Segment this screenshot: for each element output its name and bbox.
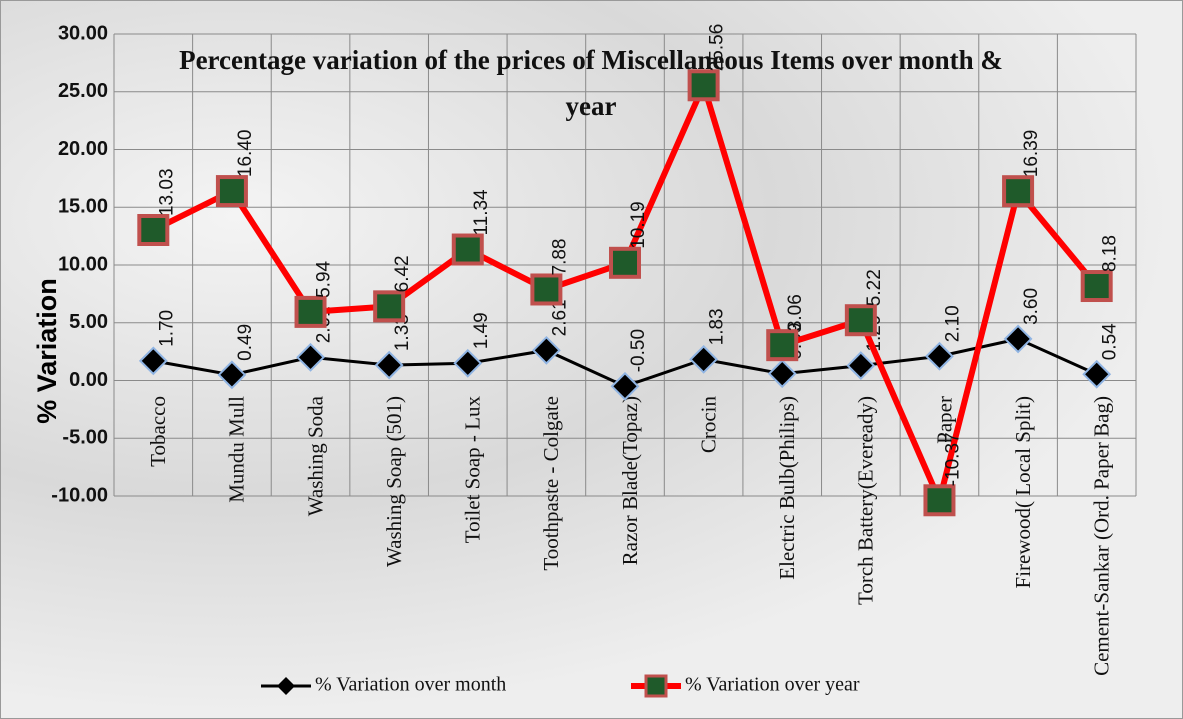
x-tick-label: Tobacco [146, 396, 170, 467]
data-point [766, 329, 799, 362]
x-tick-label: Paper [932, 396, 956, 444]
data-point [217, 360, 247, 390]
data-label: 1.83 [707, 308, 728, 345]
x-tick-label: Torch Battery(Eveready) [854, 396, 878, 605]
data-label: -10.37 [942, 432, 963, 486]
data-label: 16.40 [235, 130, 256, 178]
data-label: 6.42 [392, 255, 413, 292]
legend-label: % Variation over year [685, 674, 860, 696]
data-point [687, 69, 720, 102]
data-label: 16.39 [1021, 130, 1042, 178]
x-tick-label: Washing Soda [303, 395, 327, 516]
data-point [689, 344, 719, 374]
data-point [215, 175, 248, 208]
data-point [451, 233, 484, 266]
x-tick-label: Toilet Soap - Lux [461, 396, 485, 544]
data-label: -0.50 [628, 329, 649, 372]
y-tick-label: 25.00 [58, 80, 108, 102]
data-label: 8.18 [1100, 235, 1121, 272]
data-label: 1.33 [392, 314, 413, 351]
x-tick-label: Mundu Mull [225, 396, 249, 503]
y-tick-label: 30.00 [58, 22, 108, 44]
x-tick-label: Firewood( Local Split) [1011, 396, 1035, 588]
data-label: 1.49 [471, 312, 492, 349]
data-point [453, 348, 483, 378]
data-point [294, 295, 327, 328]
chart-title: Percentage variation of the prices of Mi… [179, 45, 1003, 121]
data-point [925, 341, 954, 371]
data-point [844, 304, 877, 337]
data-point [609, 246, 641, 279]
data-point [531, 335, 561, 365]
data-label: 3.06 [785, 294, 806, 331]
data-point [530, 273, 563, 306]
y-tick-label: 20.00 [58, 138, 108, 160]
data-point [1003, 324, 1033, 354]
y-tick-label: 0.00 [69, 369, 108, 391]
y-tick-label: -5.00 [62, 427, 108, 449]
data-label: 11.34 [471, 189, 492, 236]
data-label: 2.10 [942, 305, 963, 342]
x-tick-label: Washing Soap (501) [382, 396, 406, 567]
legend-marker [644, 674, 668, 698]
data-point [1002, 175, 1035, 208]
data-label: 0.49 [235, 324, 256, 361]
data-point [373, 290, 406, 323]
data-label: 2.61 [549, 299, 570, 336]
x-tick-label: Crocin [696, 396, 720, 454]
data-label: 25.56 [707, 24, 728, 72]
data-point [1080, 270, 1113, 303]
data-label: 5.22 [864, 269, 885, 306]
data-point [767, 359, 797, 389]
data-label: 13.03 [156, 168, 177, 216]
x-tick-label: Electric Bulb(Philips) [775, 396, 799, 580]
data-point [296, 342, 325, 372]
data-label: 7.88 [549, 239, 570, 276]
data-label: 1.70 [156, 310, 177, 347]
y-axis-label: % Variation [32, 278, 62, 424]
y-tick-label: -10.00 [51, 484, 108, 506]
x-tick-label: Razor Blade(Topaz) [618, 396, 642, 565]
data-point [846, 351, 876, 381]
data-point [610, 371, 640, 401]
data-label: 10.19 [628, 201, 649, 249]
y-tick-label: 15.00 [58, 196, 108, 218]
data-point [137, 214, 170, 247]
x-tick-label: Toothpaste - Colgate [539, 396, 563, 571]
legend-marker [277, 677, 295, 695]
data-point [1082, 359, 1112, 389]
y-tick-label: 5.00 [69, 311, 108, 333]
x-tick-label: Cement-Sankar (Ord. Paper Bag) [1090, 396, 1114, 676]
legend-label: % Variation over month [315, 674, 506, 696]
data-point [923, 484, 956, 517]
data-point [374, 350, 404, 380]
data-label: 3.60 [1021, 288, 1042, 325]
data-point [138, 346, 168, 376]
data-label: 5.94 [314, 260, 335, 297]
data-label: 0.54 [1100, 323, 1121, 360]
y-tick-label: 10.00 [58, 253, 108, 275]
